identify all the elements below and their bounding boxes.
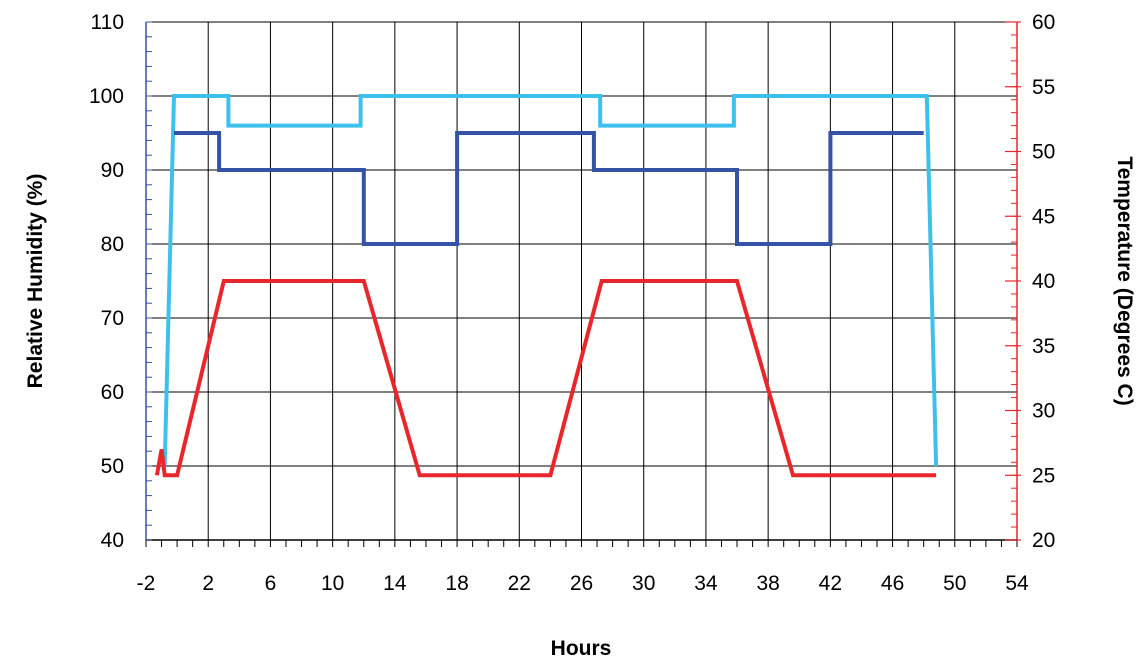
series-line-temperature xyxy=(154,279,937,478)
y2-tick-label: 60 xyxy=(1032,11,1055,34)
tick-labels: -2 2 6 10 14 18 22 26 30 34 38 42 46 50 54405060708090… xyxy=(89,11,1055,595)
x-tick-label: 18 xyxy=(445,572,468,595)
x-tick-label: 54 xyxy=(1005,572,1029,595)
x-tick-label: 34 xyxy=(694,572,718,595)
y-tick-label: 110 xyxy=(91,11,124,34)
y2-tick-label: 40 xyxy=(1032,270,1055,293)
x-axis-title: Hours xyxy=(551,637,612,660)
y-tick-label: 60 xyxy=(101,381,124,404)
y2-tick-label: 30 xyxy=(1032,400,1055,423)
x-tick-label: 10 xyxy=(321,572,344,595)
y2-tick-label: 20 xyxy=(1032,529,1055,552)
x-tick-label: 14 xyxy=(383,572,407,595)
y2-tick-label: 35 xyxy=(1032,335,1055,358)
x-tick-label: 38 xyxy=(756,572,779,595)
x-tick-label: 2 xyxy=(202,572,214,595)
y-axis-title: Relative Humidity (%) xyxy=(24,174,47,389)
x-tick-label: 26 xyxy=(570,572,593,595)
y2-tick-label: 55 xyxy=(1032,76,1055,99)
y2-tick-label: 50 xyxy=(1032,141,1055,164)
y-tick-label: 100 xyxy=(89,85,124,108)
series-group xyxy=(154,94,939,478)
y-tick-label: 50 xyxy=(101,455,124,478)
axes xyxy=(145,21,1021,547)
x-tick-label: 30 xyxy=(632,572,655,595)
series-line-rh_lower xyxy=(174,131,924,246)
x-tick-label: 50 xyxy=(943,572,966,595)
y2-axis-title: Temperature (Degrees C) xyxy=(1113,156,1136,405)
x-tick-label: 42 xyxy=(819,572,842,595)
y-tick-label: 80 xyxy=(101,233,124,256)
series-line-rh_upper xyxy=(162,94,939,467)
y2-tick-label: 25 xyxy=(1032,464,1055,487)
x-tick-label: -2 xyxy=(137,572,156,595)
x-tick-label: 22 xyxy=(508,572,531,595)
y-tick-label: 90 xyxy=(101,159,124,182)
y-tick-label: 70 xyxy=(101,307,124,330)
y-tick-label: 40 xyxy=(101,529,124,552)
x-tick-label: 46 xyxy=(881,572,904,595)
y2-tick-label: 45 xyxy=(1032,205,1055,228)
x-tick-label: 6 xyxy=(265,572,277,595)
